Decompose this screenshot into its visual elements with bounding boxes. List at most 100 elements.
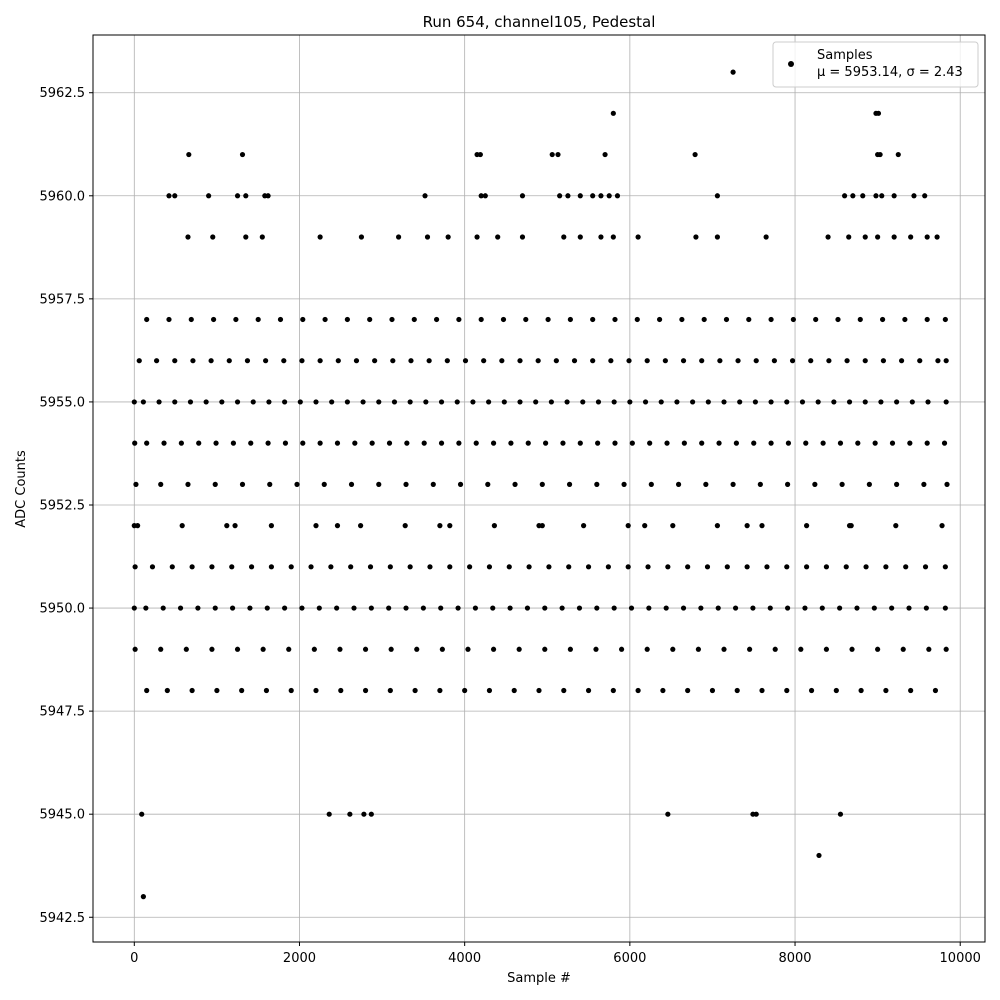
sample-point	[862, 234, 868, 240]
sample-point	[402, 523, 408, 529]
sample-point	[516, 646, 522, 652]
sample-point	[593, 646, 599, 652]
sample-point	[490, 646, 497, 652]
sample-point	[344, 316, 350, 323]
sample-point	[501, 399, 507, 405]
sample-point	[737, 399, 743, 405]
sample-point	[693, 234, 699, 240]
sample-point	[701, 316, 707, 323]
sample-point	[645, 564, 651, 570]
sample-point	[212, 605, 218, 611]
sample-point	[819, 605, 825, 611]
sample-point	[759, 687, 765, 694]
sample-point	[799, 399, 806, 405]
sample-point	[784, 564, 790, 570]
sample-point	[942, 564, 948, 570]
sample-point	[135, 523, 141, 529]
sample-point	[465, 646, 471, 652]
sample-point	[764, 564, 770, 570]
sample-point	[610, 110, 616, 116]
sample-point	[642, 523, 648, 529]
sample-point	[850, 193, 856, 199]
sample-point	[414, 646, 420, 652]
sample-point	[879, 316, 886, 323]
sample-point	[785, 440, 792, 446]
sample-point	[389, 316, 395, 323]
sample-point	[906, 605, 912, 611]
sample-point	[670, 646, 676, 652]
sample-point	[644, 646, 650, 652]
x-tick-label: 2000	[283, 951, 316, 966]
sample-point	[447, 523, 453, 529]
sample-point	[422, 193, 428, 199]
sample-point	[908, 234, 914, 240]
sample-point	[486, 564, 493, 570]
sample-point	[433, 316, 440, 323]
sample-point	[172, 193, 178, 199]
sample-point	[590, 358, 596, 364]
sample-point	[160, 605, 166, 611]
sample-point	[699, 358, 705, 364]
sample-point	[590, 316, 596, 323]
sample-point	[703, 481, 709, 487]
sample-point	[863, 564, 869, 570]
sample-point	[353, 358, 360, 364]
sample-point	[744, 564, 750, 570]
sample-point	[334, 523, 341, 529]
sample-point	[595, 399, 602, 405]
sample-point	[891, 193, 897, 199]
sample-point	[610, 234, 616, 240]
sample-point	[871, 605, 877, 611]
sample-point	[213, 440, 219, 446]
sample-point	[612, 316, 618, 323]
sample-point	[680, 358, 687, 364]
sample-point	[825, 234, 831, 240]
sample-point	[767, 605, 773, 611]
sample-point	[555, 151, 561, 158]
sample-point	[263, 687, 270, 694]
sample-point	[376, 481, 382, 487]
sample-point	[255, 316, 261, 323]
sample-point	[210, 316, 217, 323]
sample-point	[250, 399, 256, 405]
sample-point	[143, 605, 149, 611]
sample-point	[566, 481, 573, 487]
sample-point	[352, 440, 358, 446]
sample-point	[709, 687, 716, 694]
sample-point	[140, 894, 146, 900]
sample-point	[917, 358, 923, 364]
sample-point	[704, 564, 711, 570]
sample-point	[263, 358, 269, 364]
sample-point	[789, 358, 796, 364]
sample-point	[751, 440, 757, 446]
sample-point	[282, 440, 289, 446]
sample-point	[935, 358, 941, 364]
sample-point	[675, 481, 682, 487]
sample-point	[614, 193, 621, 199]
sample-point	[611, 605, 617, 611]
sample-point	[891, 234, 897, 240]
sample-point	[196, 440, 202, 446]
sample-point	[482, 193, 488, 199]
sample-point	[239, 481, 246, 487]
sample-point	[311, 646, 317, 652]
sample-point	[456, 440, 462, 446]
sample-point	[714, 523, 721, 529]
sample-point	[692, 151, 698, 158]
sample-point	[536, 687, 542, 694]
sample-point	[647, 440, 653, 446]
sample-point	[644, 358, 650, 364]
sample-point	[634, 316, 640, 323]
x-tick-label: 10000	[940, 951, 981, 966]
sample-point	[268, 564, 274, 570]
sample-point	[732, 605, 739, 611]
sample-point	[495, 234, 501, 240]
sample-point	[234, 399, 241, 405]
sample-point	[430, 481, 436, 487]
sample-point	[625, 523, 631, 529]
sample-point	[189, 687, 195, 694]
x-axis-label: Sample #	[507, 971, 571, 986]
sample-point	[844, 358, 850, 364]
sample-point	[348, 564, 354, 570]
